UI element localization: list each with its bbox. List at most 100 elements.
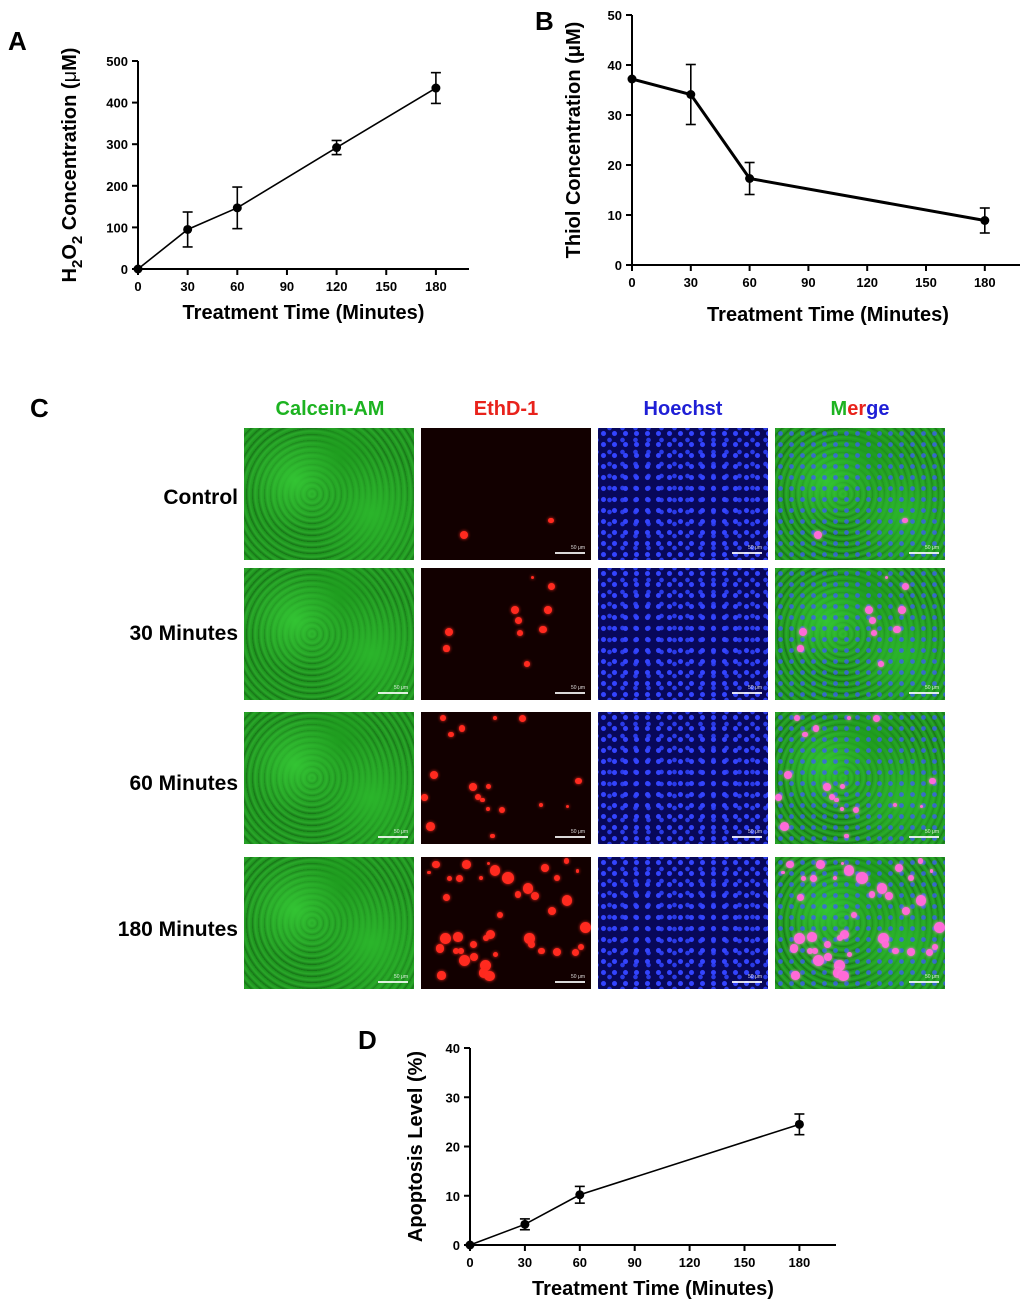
dead-cell-blob bbox=[878, 661, 884, 668]
dead-cell-blob bbox=[469, 940, 478, 949]
dead-cell-blob bbox=[516, 630, 523, 637]
dead-cell-blob bbox=[801, 875, 806, 881]
micrograph-60min-hoechst: 50 μm bbox=[598, 712, 768, 844]
dead-cell-blob bbox=[869, 616, 876, 624]
dead-cell-blob bbox=[802, 731, 809, 738]
chart-b-x-tick-label: 180 bbox=[974, 275, 996, 290]
chart-a-x-tick-label: 180 bbox=[425, 279, 447, 294]
chart-a-x-tick-label: 60 bbox=[230, 279, 244, 294]
dead-cell-blob bbox=[840, 861, 844, 865]
column-header-merge: Merge bbox=[775, 398, 945, 421]
chart-b-x-tick-label: 0 bbox=[628, 275, 635, 290]
dead-cell-blob bbox=[427, 870, 432, 875]
panel-letter-a: A bbox=[8, 26, 27, 56]
micrograph-control-ethd1: 50 μm bbox=[421, 428, 591, 560]
merge-letters-er: er bbox=[847, 398, 867, 420]
dead-cell-blob bbox=[847, 951, 853, 958]
panel-letter-d: D bbox=[358, 1025, 377, 1055]
dead-cell-blob bbox=[832, 968, 843, 978]
scale-bar bbox=[378, 692, 408, 694]
dead-cell-blob bbox=[893, 625, 901, 634]
scale-bar bbox=[555, 552, 585, 554]
chart-d-y-tick-label: 30 bbox=[446, 1090, 460, 1105]
dead-cell-blob bbox=[522, 883, 534, 894]
dead-cell-blob bbox=[870, 630, 877, 637]
dead-cell-blob bbox=[812, 725, 820, 732]
chart-a-x-axis-title: Treatment Time (Minutes) bbox=[183, 302, 425, 324]
scale-bar-label: 50 μm bbox=[571, 829, 585, 835]
chart-a-x-tick-label: 30 bbox=[180, 279, 194, 294]
row-label-30-minutes: 30 Minutes bbox=[129, 622, 238, 645]
dead-cell-blob bbox=[515, 616, 522, 624]
dead-cell-blob bbox=[539, 625, 547, 634]
dead-cell-blob bbox=[856, 872, 868, 884]
dead-cell-blob bbox=[515, 891, 522, 898]
dead-cell-blob bbox=[882, 940, 890, 948]
dead-cell-blob bbox=[523, 933, 535, 944]
dead-cell-blob bbox=[865, 606, 874, 615]
chart-d-x-tick-label: 0 bbox=[466, 1255, 473, 1270]
dead-cell-blob bbox=[496, 912, 503, 919]
chart-a-y-tick-label: 400 bbox=[106, 96, 128, 111]
dead-cell-blob bbox=[807, 948, 814, 955]
chart-d-x-tick-label: 90 bbox=[627, 1255, 641, 1270]
chart-d-data-point bbox=[794, 1119, 804, 1129]
dead-cell-blob bbox=[929, 777, 936, 784]
merge-letters-ge: ge bbox=[866, 398, 890, 420]
dead-cell-blob bbox=[524, 661, 530, 668]
dead-cell-blob bbox=[797, 645, 804, 652]
dead-cell-blob bbox=[459, 530, 468, 539]
dead-cell-blob bbox=[445, 628, 454, 637]
dead-cell-blob bbox=[779, 821, 789, 831]
dead-cell-blob bbox=[926, 949, 934, 957]
chart-a-x-tick-label: 0 bbox=[134, 279, 141, 294]
dead-cell-blob bbox=[781, 870, 786, 875]
chart-a-data-point bbox=[431, 83, 441, 93]
micrograph-180min-merge: 50 μm bbox=[775, 857, 945, 989]
dead-cell-blob bbox=[898, 606, 907, 615]
dead-cell-blob bbox=[541, 864, 550, 872]
dead-cell-blob bbox=[548, 517, 554, 524]
dead-cell-blob bbox=[784, 771, 793, 780]
micrograph-60min-merge: 50 μm bbox=[775, 712, 945, 844]
chart-d-y-tick-label: 0 bbox=[453, 1238, 460, 1253]
dead-cell-blob bbox=[829, 794, 836, 801]
dead-cell-blob bbox=[548, 907, 557, 916]
dead-cell-blob bbox=[807, 932, 817, 942]
micrograph-control-hoechst: 50 μm bbox=[598, 428, 768, 560]
dead-cell-blob bbox=[530, 575, 534, 580]
dead-cell-blob bbox=[834, 960, 846, 972]
dead-cell-blob bbox=[492, 716, 497, 721]
dead-cell-blob bbox=[812, 947, 818, 954]
chart-d-data-point bbox=[575, 1190, 585, 1200]
dead-cell-blob bbox=[813, 955, 825, 967]
chart-a-data-point bbox=[133, 264, 143, 274]
dead-cell-blob bbox=[885, 892, 894, 901]
dead-cell-blob bbox=[823, 783, 831, 791]
dead-cell-blob bbox=[421, 794, 428, 801]
scale-bar-label: 50 μm bbox=[925, 545, 939, 551]
chart-a-y-title-part: 2 bbox=[69, 236, 86, 244]
dead-cell-blob bbox=[840, 929, 850, 939]
dead-cell-blob bbox=[430, 771, 439, 780]
dead-cell-blob bbox=[876, 883, 888, 894]
panel-letter-c: C bbox=[30, 393, 49, 423]
chart-b-data-point bbox=[745, 174, 755, 183]
dead-cell-blob bbox=[872, 715, 881, 723]
dead-cell-blob bbox=[775, 794, 782, 801]
scale-bar bbox=[909, 692, 939, 694]
scale-bar bbox=[732, 836, 762, 838]
dead-cell-blob bbox=[838, 970, 850, 982]
chart-d-x-axis-title: Treatment Time (Minutes) bbox=[532, 1278, 774, 1300]
chart-b-y-tick-label: 0 bbox=[615, 258, 622, 273]
scale-bar-label: 50 μm bbox=[748, 685, 762, 691]
dead-cell-blob bbox=[895, 864, 904, 872]
dead-cell-blob bbox=[791, 971, 800, 980]
dead-cell-blob bbox=[518, 715, 527, 723]
chart-a-y-tick-label: 100 bbox=[106, 220, 128, 235]
row-label-180-minutes: 180 Minutes bbox=[117, 918, 238, 941]
chart-b-y-tick-label: 30 bbox=[608, 108, 622, 123]
micrograph-60min-calcein: 50 μm bbox=[244, 712, 414, 844]
dead-cell-blob bbox=[834, 797, 839, 803]
dead-cell-blob bbox=[469, 952, 479, 962]
